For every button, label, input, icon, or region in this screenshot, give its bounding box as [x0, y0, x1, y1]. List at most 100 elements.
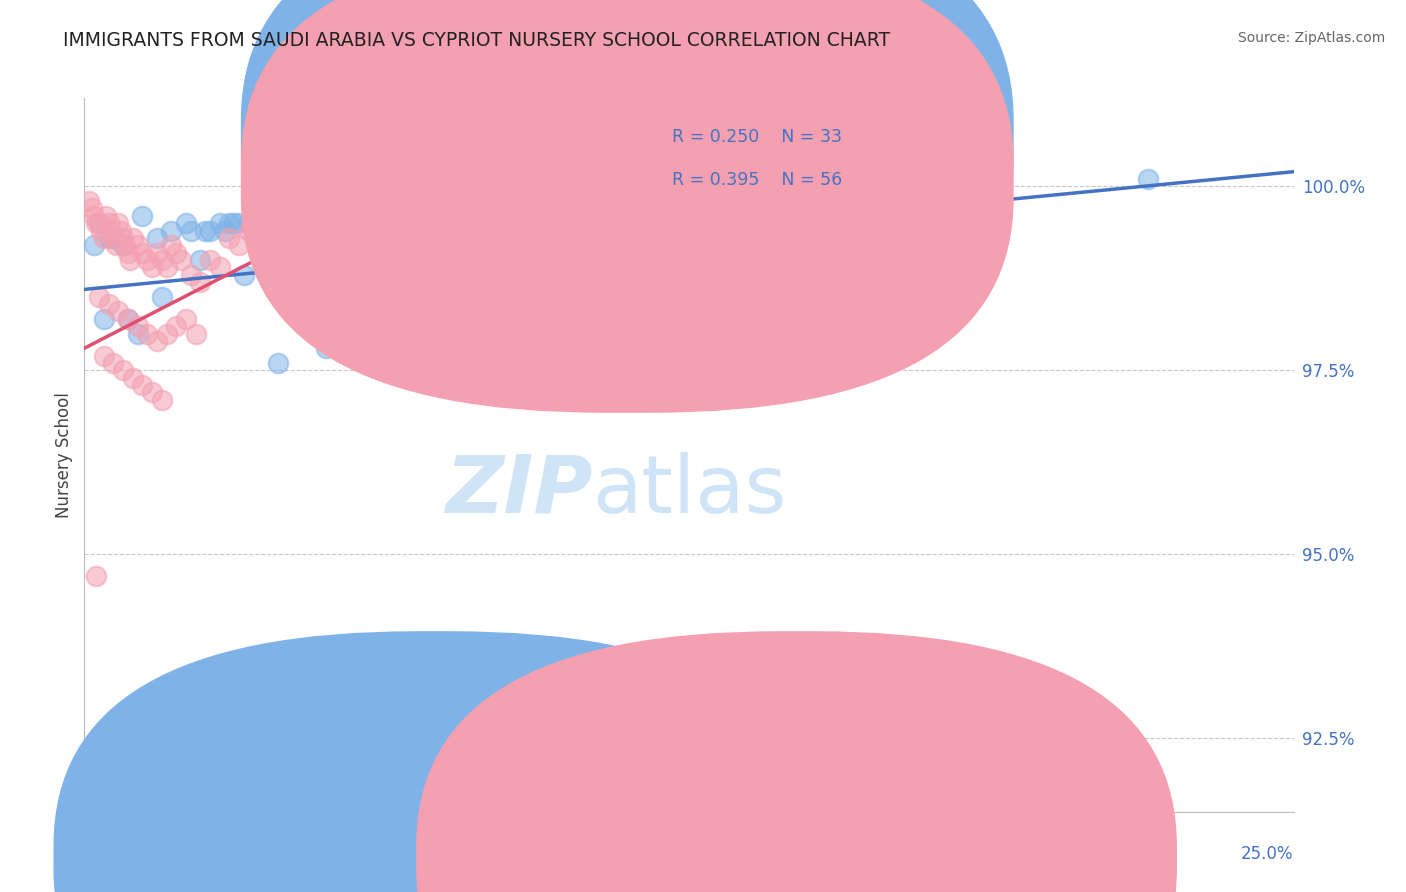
Point: [90, 223, 112, 237]
Point: [86, 216, 108, 230]
Point: [388, 326, 411, 341]
Point: [136, 252, 159, 267]
Point: [155, 326, 177, 341]
Text: R = 0.250    N = 33: R = 0.250 N = 33: [672, 128, 842, 146]
Point: [97, 231, 120, 245]
Point: [238, 223, 260, 237]
Point: [165, 245, 187, 260]
Text: Immigrants from Saudi Arabia: Immigrants from Saudi Arabia: [463, 849, 713, 867]
Point: [267, 356, 290, 370]
Point: [131, 209, 153, 223]
Point: [190, 275, 212, 289]
Point: [150, 392, 173, 407]
Point: [103, 356, 125, 370]
Point: [257, 252, 280, 267]
Point: [1137, 172, 1160, 186]
Point: [180, 268, 202, 282]
Point: [214, 223, 236, 237]
Point: [77, 194, 100, 208]
Text: IMMIGRANTS FROM SAUDI ARABIA VS CYPRIOT NURSERY SCHOOL CORRELATION CHART: IMMIGRANTS FROM SAUDI ARABIA VS CYPRIOT …: [63, 31, 890, 50]
Point: [112, 363, 135, 377]
Point: [93, 231, 115, 245]
Point: [86, 569, 108, 583]
Point: [238, 216, 260, 230]
Point: [87, 290, 110, 304]
Point: [93, 311, 115, 326]
Text: atlas: atlas: [592, 451, 786, 530]
FancyBboxPatch shape: [581, 112, 936, 223]
Point: [208, 260, 231, 275]
Point: [146, 334, 169, 348]
Point: [121, 231, 143, 245]
Point: [100, 223, 122, 237]
Point: [184, 326, 207, 341]
Point: [208, 216, 231, 230]
Text: Cypriots: Cypriots: [825, 849, 894, 867]
Point: [104, 238, 127, 252]
Point: [87, 216, 110, 230]
Point: [233, 268, 256, 282]
FancyBboxPatch shape: [242, 0, 1012, 412]
Text: R = 0.395    N = 56: R = 0.395 N = 56: [672, 171, 842, 189]
Point: [136, 326, 159, 341]
Point: [190, 252, 212, 267]
Point: [110, 223, 132, 237]
Point: [131, 245, 153, 260]
Point: [97, 216, 120, 230]
Text: 0.0%: 0.0%: [84, 845, 127, 863]
Point: [107, 216, 129, 230]
Point: [412, 290, 434, 304]
Point: [83, 209, 105, 223]
Point: [198, 223, 221, 237]
Point: [170, 252, 193, 267]
Point: [228, 216, 250, 230]
Point: [247, 216, 270, 230]
Point: [155, 260, 177, 275]
Point: [87, 216, 110, 230]
Point: [83, 238, 105, 252]
Point: [117, 245, 139, 260]
Point: [117, 311, 139, 326]
Point: [146, 231, 169, 245]
Point: [103, 231, 125, 245]
FancyBboxPatch shape: [242, 0, 1012, 369]
Point: [198, 252, 221, 267]
Point: [174, 216, 197, 230]
Y-axis label: Nursery School: Nursery School: [55, 392, 73, 518]
Point: [150, 252, 173, 267]
Point: [160, 223, 183, 237]
Point: [97, 297, 120, 311]
Point: [112, 231, 135, 245]
Point: [127, 319, 149, 334]
Text: ZIP: ZIP: [444, 451, 592, 530]
Point: [165, 319, 187, 334]
Point: [218, 216, 240, 230]
Point: [224, 216, 246, 230]
Point: [127, 238, 149, 252]
Text: Source: ZipAtlas.com: Source: ZipAtlas.com: [1237, 31, 1385, 45]
Point: [93, 349, 115, 363]
FancyBboxPatch shape: [418, 632, 1177, 892]
Point: [174, 311, 197, 326]
Point: [114, 238, 136, 252]
FancyBboxPatch shape: [55, 632, 814, 892]
Point: [112, 238, 135, 252]
Point: [388, 216, 411, 230]
Text: 25.0%: 25.0%: [1241, 845, 1294, 863]
Point: [160, 238, 183, 252]
Point: [107, 304, 129, 318]
Point: [194, 223, 217, 237]
Point: [315, 341, 337, 355]
Point: [218, 231, 240, 245]
Point: [94, 209, 117, 223]
Point: [121, 370, 143, 384]
Point: [80, 202, 103, 216]
Point: [228, 238, 250, 252]
Point: [141, 260, 163, 275]
Point: [141, 385, 163, 400]
Point: [120, 252, 142, 267]
Point: [131, 378, 153, 392]
Point: [150, 290, 173, 304]
Point: [146, 245, 169, 260]
Point: [103, 231, 125, 245]
